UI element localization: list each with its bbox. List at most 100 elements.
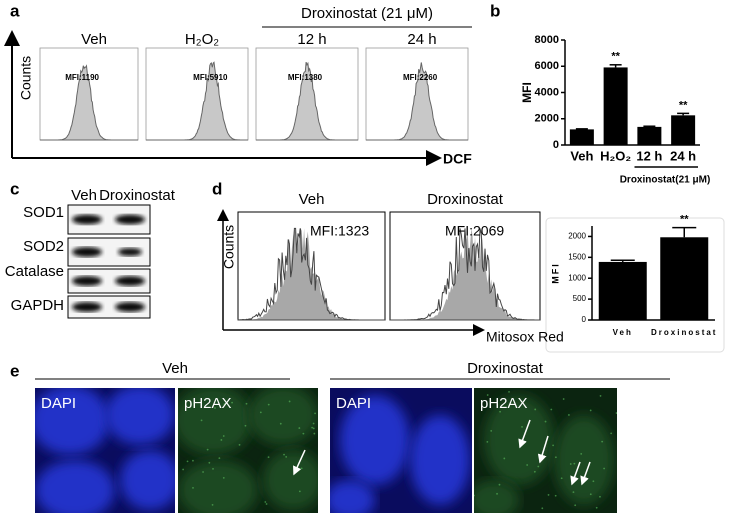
- histogram-frame: [145, 47, 249, 141]
- focus: [279, 422, 282, 425]
- focus: [302, 432, 305, 435]
- bar: [637, 126, 662, 145]
- x-tick-label: Droxinostat: [651, 328, 717, 337]
- bar: [603, 67, 628, 145]
- focus: [217, 400, 219, 402]
- nucleus: [330, 480, 375, 513]
- nucleus: [178, 460, 258, 513]
- focus: [589, 409, 592, 412]
- focus: [599, 395, 602, 397]
- focus: [212, 467, 214, 470]
- focus: [211, 503, 214, 506]
- arrow: [570, 461, 581, 486]
- focus: [601, 440, 604, 443]
- focus: [580, 452, 583, 455]
- focus: [610, 432, 613, 435]
- arrow: [293, 449, 306, 476]
- bar: [569, 129, 594, 145]
- group-title: Veh: [162, 360, 188, 377]
- focus: [615, 412, 617, 414]
- focus: [599, 495, 601, 498]
- focus: [595, 506, 598, 509]
- mfi-label: MFI:2069: [445, 223, 504, 239]
- y-tick-label: 4000: [535, 86, 559, 98]
- image-label: DAPI: [41, 395, 76, 412]
- focus: [534, 408, 537, 411]
- row-label: GAPDH: [11, 297, 64, 314]
- focus: [202, 471, 204, 473]
- panel-label: a: [10, 1, 20, 20]
- focus: [298, 490, 301, 493]
- row-label: SOD1: [23, 204, 64, 221]
- focus: [283, 453, 285, 456]
- column-label: Veh: [71, 187, 97, 204]
- histogram: [256, 61, 358, 141]
- group-label: Droxinostat (21 μM): [301, 5, 433, 22]
- x-tick-label: Veh: [613, 328, 633, 337]
- blot-band: [72, 247, 102, 257]
- focus: [244, 424, 247, 427]
- focus: [603, 467, 606, 470]
- nucleus: [178, 388, 253, 455]
- mfi-label: MFI:1380: [288, 73, 323, 82]
- blot-band: [72, 302, 102, 312]
- y-tick-label: 8000: [535, 34, 559, 46]
- focus: [486, 394, 489, 396]
- focus: [486, 440, 489, 443]
- histogram: [146, 61, 248, 141]
- focus: [547, 494, 550, 496]
- histogram: [40, 64, 138, 141]
- bar: [660, 237, 709, 320]
- significance: **: [679, 99, 688, 111]
- x-tick-label: 24 h: [670, 148, 696, 163]
- focus: [298, 427, 301, 429]
- arrow: [518, 419, 531, 449]
- focus: [264, 501, 267, 503]
- focus: [573, 462, 576, 465]
- focus: [592, 480, 595, 483]
- focus: [537, 465, 540, 468]
- panel-label: c: [10, 179, 19, 198]
- histogram-title: Veh: [299, 191, 325, 208]
- histogram: [390, 228, 540, 320]
- focus: [474, 494, 475, 497]
- focus: [208, 461, 211, 464]
- focus: [288, 400, 291, 403]
- group-label: Droxinostat(21 μM): [620, 175, 711, 186]
- y-tick-label: 0: [553, 139, 559, 151]
- histogram-title: Droxinostat: [427, 191, 504, 208]
- focus: [311, 426, 314, 429]
- focus: [499, 410, 501, 413]
- focus: [508, 390, 510, 393]
- focus: [231, 401, 233, 404]
- histogram: [238, 228, 385, 320]
- focus: [267, 403, 270, 406]
- focus: [222, 476, 225, 479]
- focus: [220, 439, 223, 441]
- arrow: [537, 435, 549, 464]
- blot-band: [115, 302, 145, 312]
- y-axis-label: Counts: [221, 225, 237, 269]
- microscopy-image: [330, 388, 472, 513]
- focus: [554, 494, 557, 497]
- y-tick-label: 1500: [568, 252, 586, 261]
- y-tick-label: 500: [573, 294, 587, 303]
- nucleus: [35, 388, 110, 455]
- x-tick-label: 12 h: [636, 148, 662, 163]
- focus: [552, 444, 555, 447]
- blot-band: [118, 248, 142, 256]
- focus: [186, 460, 189, 463]
- histogram: [366, 62, 468, 141]
- microscopy-image: [35, 388, 175, 513]
- focus: [192, 459, 194, 462]
- histogram-outline: [390, 228, 540, 321]
- focus: [509, 403, 512, 405]
- microscopy-image: [178, 388, 318, 513]
- bar: [671, 115, 696, 145]
- focus: [223, 403, 226, 406]
- blot-band: [72, 214, 102, 225]
- focus: [259, 411, 262, 414]
- panel-label: b: [490, 1, 500, 20]
- x-tick-label: H₂O₂: [600, 148, 631, 163]
